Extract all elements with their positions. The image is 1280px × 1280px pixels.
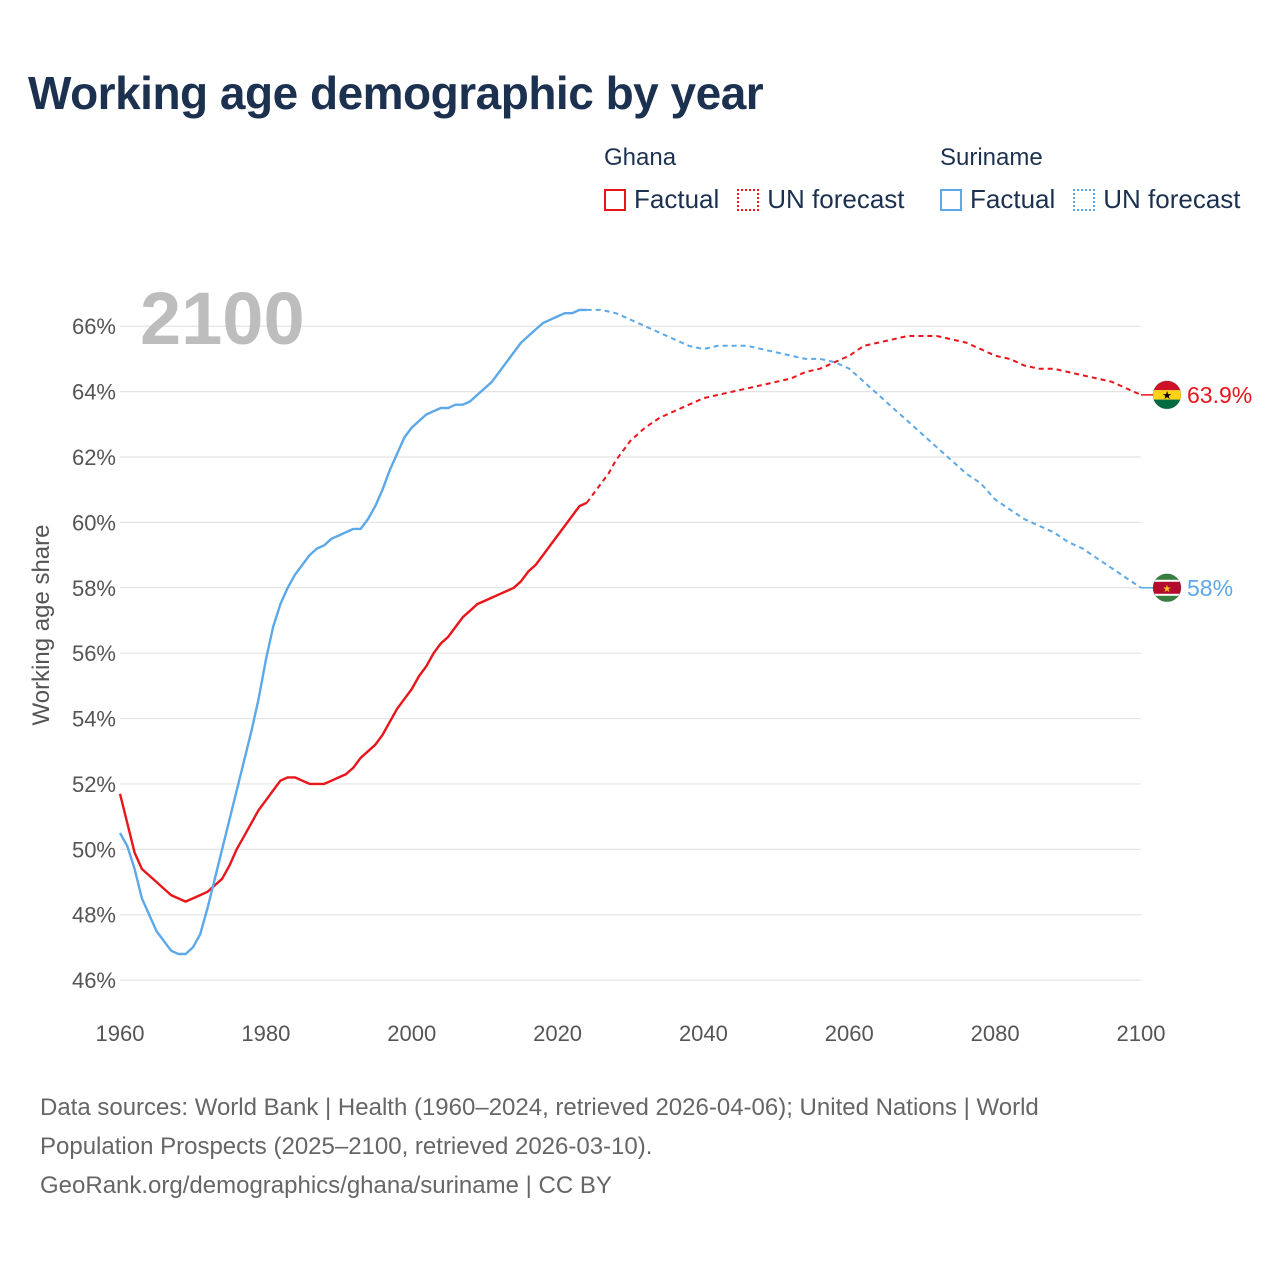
x-tick-label: 2060 <box>825 1021 874 1046</box>
legend-suriname-factual-swatch <box>940 188 962 211</box>
x-tick-label: 2040 <box>679 1021 728 1046</box>
legend-ghana-forecast-swatch <box>737 188 760 211</box>
suriname-forecast-line[interactable] <box>586 308 1142 589</box>
suriname-factual-line[interactable] <box>118 308 587 956</box>
x-tick-label: 2020 <box>533 1021 582 1046</box>
ghana-factual-line[interactable] <box>118 501 588 903</box>
legend-suriname-factual-label: Factual <box>970 184 1056 214</box>
suriname-end-label: 58% <box>1187 575 1233 601</box>
legend-suriname-forecast-label: UN forecast <box>1103 184 1241 214</box>
y-tick-label: 52% <box>72 772 116 797</box>
y-tick-label: 54% <box>72 707 116 732</box>
legend-suriname: Suriname Factual UN forecast <box>940 144 1241 215</box>
y-tick-label: 66% <box>72 314 116 339</box>
x-tick-label: 1960 <box>96 1021 145 1046</box>
y-tick-label: 46% <box>72 968 116 993</box>
legend-ghana-forecast-label: UN forecast <box>767 184 905 214</box>
y-tick-label: 60% <box>72 510 116 535</box>
legend-suriname-forecast-swatch <box>1073 188 1096 211</box>
gridlines <box>120 325 1141 981</box>
legend-suriname-country: Suriname <box>940 144 1043 171</box>
series-lines <box>118 308 1142 956</box>
footer-attribution[interactable]: GeoRank.org/demographics/ghana/suriname … <box>40 1172 612 1199</box>
suriname-flag-marker[interactable]: ★ <box>1152 573 1182 603</box>
y-tick-label: 58% <box>72 576 116 601</box>
legend-ghana-country: Ghana <box>604 144 677 171</box>
ghana-end-label: 63.9% <box>1187 382 1252 408</box>
y-tick-label: 62% <box>72 445 116 470</box>
line-chart: 46%48%50%52%54%56%58%60%62%64%66% 1960 19… <box>72 308 1252 1046</box>
legend-ghana-factual[interactable]: Factual <box>604 184 719 215</box>
y-ticks: 46% 48% 50% 52% 54% 56% 58% 60% 62% 64% 66% <box>72 314 116 993</box>
ghana-forecast-line[interactable] <box>585 335 1142 504</box>
chart-title: Working age demographic by year <box>28 67 764 119</box>
y-tick-label: 56% <box>72 641 116 666</box>
y-tick-label: 64% <box>72 380 116 405</box>
svg-text:★: ★ <box>1163 584 1172 595</box>
x-tick-label: 2080 <box>971 1021 1020 1046</box>
x-tick-label: 1980 <box>241 1021 290 1046</box>
x-tick-label: 2000 <box>387 1021 436 1046</box>
legend-ghana-factual-label: Factual <box>634 184 720 214</box>
footer: Data sources: World Bank | Health (1960–… <box>40 1088 1220 1205</box>
y-tick-label: 48% <box>72 903 116 928</box>
legend-suriname-factual[interactable]: Factual <box>940 184 1055 215</box>
svg-text:★: ★ <box>1162 390 1172 402</box>
legend-ghana-forecast[interactable]: UN forecast <box>737 184 905 215</box>
x-ticks: 1960 1980 2000 2020 2040 2060 2080 2100 <box>96 1021 1166 1046</box>
legend-ghana: Ghana Factual UN forecast <box>604 144 923 215</box>
series-end-markers: ★ 63.9% ★ 58% <box>1141 380 1252 603</box>
footer-sources-line2: Population Prospects (2025–2100, retriev… <box>40 1133 653 1160</box>
x-tick-label: 2100 <box>1117 1021 1166 1046</box>
year-display: 2100 <box>140 277 305 360</box>
legend-suriname-forecast[interactable]: UN forecast <box>1073 184 1241 215</box>
legend-ghana-factual-swatch <box>604 188 626 211</box>
y-tick-label: 50% <box>72 837 116 862</box>
footer-sources-line1: Data sources: World Bank | Health (1960–… <box>40 1094 1039 1121</box>
ghana-flag-marker[interactable]: ★ <box>1152 380 1182 410</box>
